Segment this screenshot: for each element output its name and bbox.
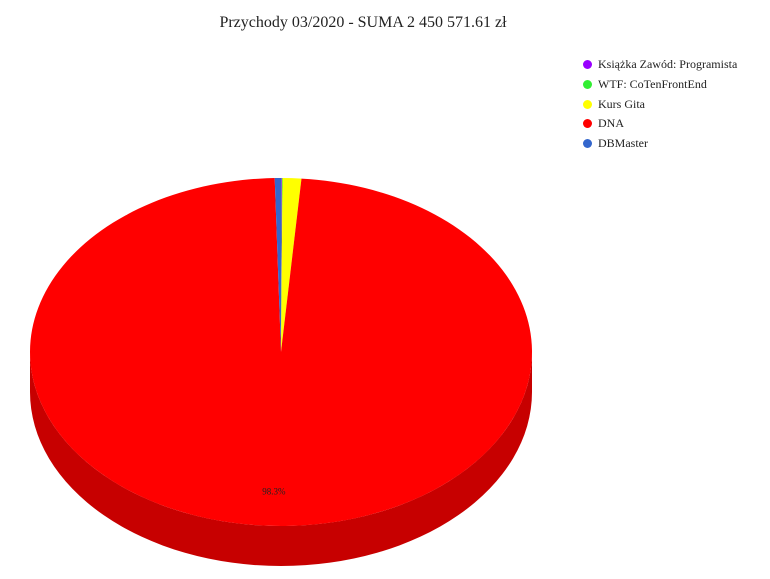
chart-legend: Książka Zawód: Programista WTF: CoTenFro… — [583, 55, 737, 153]
legend-label: WTF: CoTenFrontEnd — [598, 77, 707, 92]
pie-slice-side — [30, 352, 532, 566]
legend-swatch — [583, 80, 592, 90]
legend-swatch — [583, 60, 592, 70]
legend-label: Kurs Gita — [598, 96, 645, 111]
legend-label: Książka Zawód: Programista — [598, 57, 738, 72]
pie-slice — [30, 178, 533, 527]
pie-slice — [281, 178, 302, 352]
legend-item[interactable]: Książka Zawód: Programista — [583, 55, 737, 75]
legend-item[interactable]: DBMaster — [583, 134, 737, 154]
pie-slice — [281, 178, 282, 352]
slice-data-label: 98.3% — [262, 487, 286, 497]
legend-label: DNA — [598, 116, 624, 131]
legend-swatch — [583, 139, 592, 149]
legend-item[interactable]: DNA — [583, 114, 737, 134]
legend-item[interactable]: WTF: CoTenFrontEnd — [583, 75, 737, 95]
legend-swatch — [583, 119, 592, 129]
chart-title: Przychody 03/2020 - SUMA 2 450 571.61 zł — [219, 14, 507, 31]
legend-swatch — [583, 99, 592, 109]
legend-item[interactable]: Kurs Gita — [583, 94, 737, 114]
pie-slice — [281, 178, 283, 352]
legend-label: DBMaster — [598, 136, 648, 151]
pie-slice — [274, 178, 281, 352]
